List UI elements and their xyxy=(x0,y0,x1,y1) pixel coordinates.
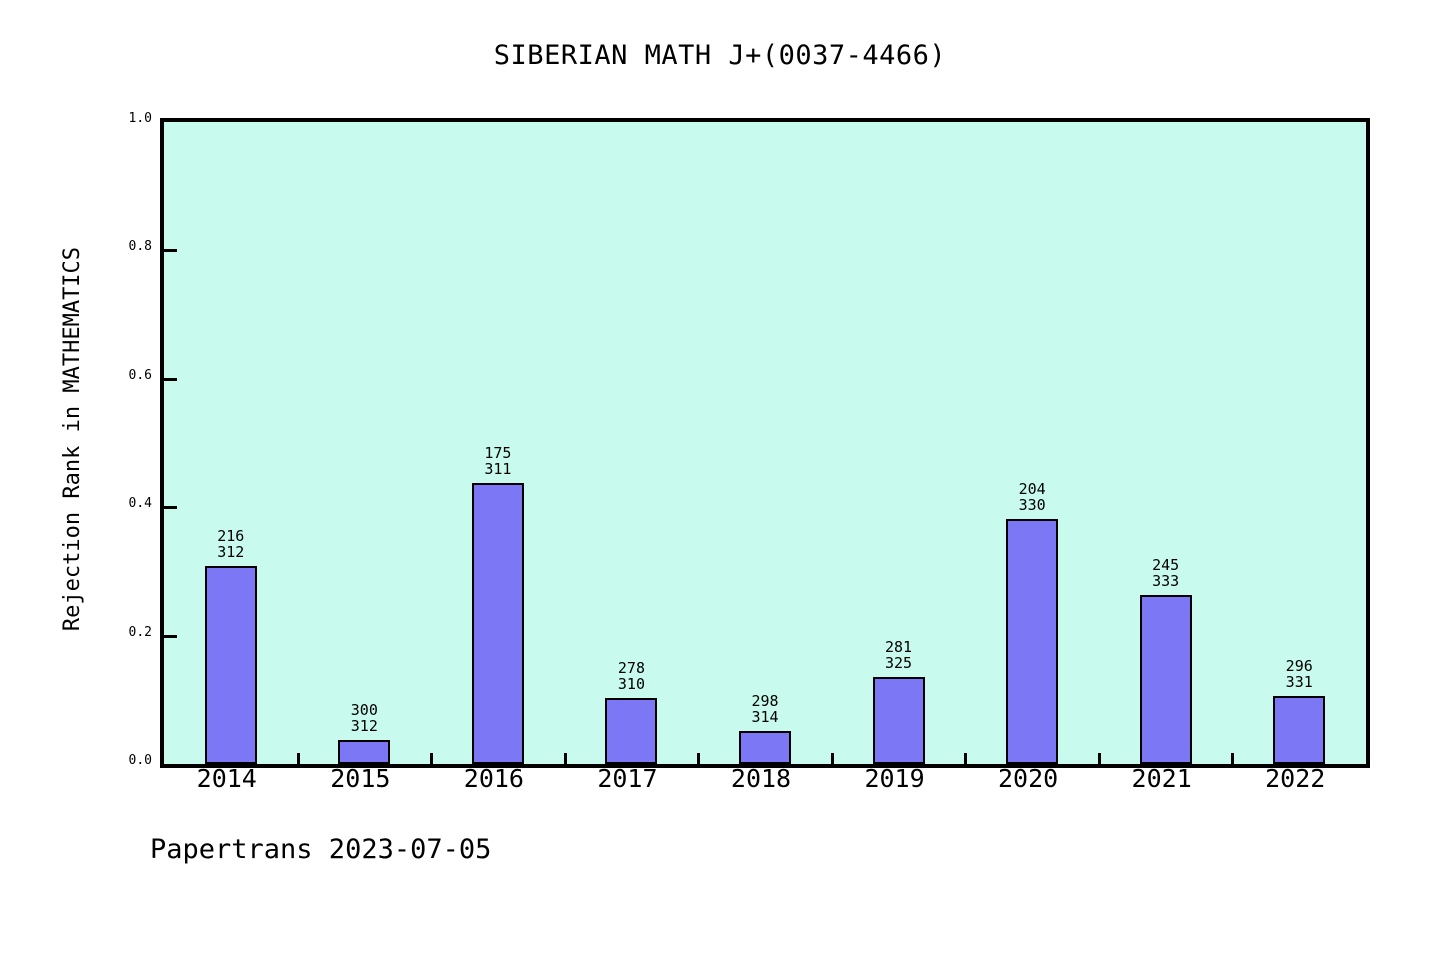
bar-value-rank: 245 xyxy=(1152,555,1180,574)
x-axis-tick-mark xyxy=(563,753,567,764)
bar-data-label: 298 314 xyxy=(695,693,835,725)
x-axis-tick-mark xyxy=(296,753,300,764)
bar[interactable] xyxy=(1139,594,1192,764)
x-axis-tick-label: 2019 xyxy=(864,764,925,793)
x-axis-tick-mark xyxy=(1231,753,1235,764)
y-axis-tick-mark xyxy=(164,634,177,638)
bar-value-rank: 204 xyxy=(1018,479,1046,498)
bar-value-total: 325 xyxy=(885,654,913,673)
bar-value-total: 312 xyxy=(350,716,378,735)
bar[interactable] xyxy=(872,677,925,764)
y-axis-tick-label: 0.6 xyxy=(128,367,152,383)
y-axis-tick-mark xyxy=(164,249,177,253)
bar-data-label: 300 312 xyxy=(294,702,434,734)
plot-frame: 216 312 300 312 175 311 278 310 298 314 281 325 204 3… xyxy=(160,118,1370,768)
page-title: SIBERIAN MATH J+(0037-4466) xyxy=(493,40,947,71)
bar-value-rank: 298 xyxy=(751,692,779,711)
x-axis-tick-label: 2017 xyxy=(597,764,658,793)
x-axis-tick-label: 2018 xyxy=(730,764,792,793)
bar-value-total: 331 xyxy=(1285,672,1313,691)
y-axis-tick-label: 0.8 xyxy=(128,239,152,255)
bar-data-label: 175 311 xyxy=(428,445,568,477)
x-axis-tick-mark xyxy=(430,753,434,764)
bar-value-rank: 175 xyxy=(484,444,512,463)
bar[interactable] xyxy=(338,739,391,764)
bar[interactable] xyxy=(605,697,658,764)
y-axis-tick-label: 1.0 xyxy=(128,111,152,126)
x-axis-tick-label: 2021 xyxy=(1131,764,1192,793)
bar-value-total: 330 xyxy=(1018,495,1046,514)
bar-value-total: 333 xyxy=(1152,571,1180,590)
footer-annotation: Papertrans 2023-07-05 xyxy=(150,834,492,865)
y-axis-tick-mark xyxy=(164,377,177,381)
bar-value-rank: 300 xyxy=(350,700,378,719)
bar-value-rank: 278 xyxy=(617,658,645,677)
bar[interactable] xyxy=(1006,518,1059,764)
y-axis-tick-label: 0.0 xyxy=(128,753,152,768)
bar-value-rank: 296 xyxy=(1285,656,1313,675)
bar-value-total: 311 xyxy=(484,460,512,479)
y-axis-tick-label: 0.2 xyxy=(128,624,152,640)
bar-data-label: 281 325 xyxy=(829,639,969,671)
bar-data-label: 216 312 xyxy=(164,528,301,560)
x-axis-tick-mark xyxy=(697,753,701,764)
y-axis-tick-label: 0.4 xyxy=(128,496,152,512)
bar-value-total: 314 xyxy=(751,708,779,727)
x-axis-tick-mark xyxy=(964,753,968,764)
bar-data-label: 245 333 xyxy=(1096,557,1236,589)
bar-data-label: 204 330 xyxy=(962,481,1102,513)
bar-data-label: 278 310 xyxy=(561,660,701,692)
bar[interactable] xyxy=(204,566,257,764)
x-axis-tick-label: 2022 xyxy=(1265,764,1326,793)
x-axis-tick-label: 2016 xyxy=(463,764,524,793)
x-axis-tick-label: 2020 xyxy=(998,764,1059,793)
bar[interactable] xyxy=(1273,695,1326,764)
bar-value-total: 310 xyxy=(617,674,645,693)
bar[interactable] xyxy=(738,731,792,764)
bar[interactable] xyxy=(471,483,524,764)
y-axis-label: Rejection Rank in MATHEMATICS xyxy=(60,246,85,632)
y-axis-tick-mark xyxy=(164,506,177,510)
x-axis-tick-mark xyxy=(830,753,834,764)
x-axis-tick-mark xyxy=(1097,753,1101,764)
plot-area: 216 312 300 312 175 311 278 310 298 314 281 325 204 3… xyxy=(164,122,1366,764)
x-axis-tick-label: 2015 xyxy=(330,764,391,793)
x-axis-tick-label: 2014 xyxy=(196,764,257,793)
bar-data-label: 296 331 xyxy=(1229,658,1366,690)
bar-value-rank: 281 xyxy=(885,638,913,657)
bar-value-total: 312 xyxy=(217,543,245,562)
bar-value-rank: 216 xyxy=(217,527,245,546)
